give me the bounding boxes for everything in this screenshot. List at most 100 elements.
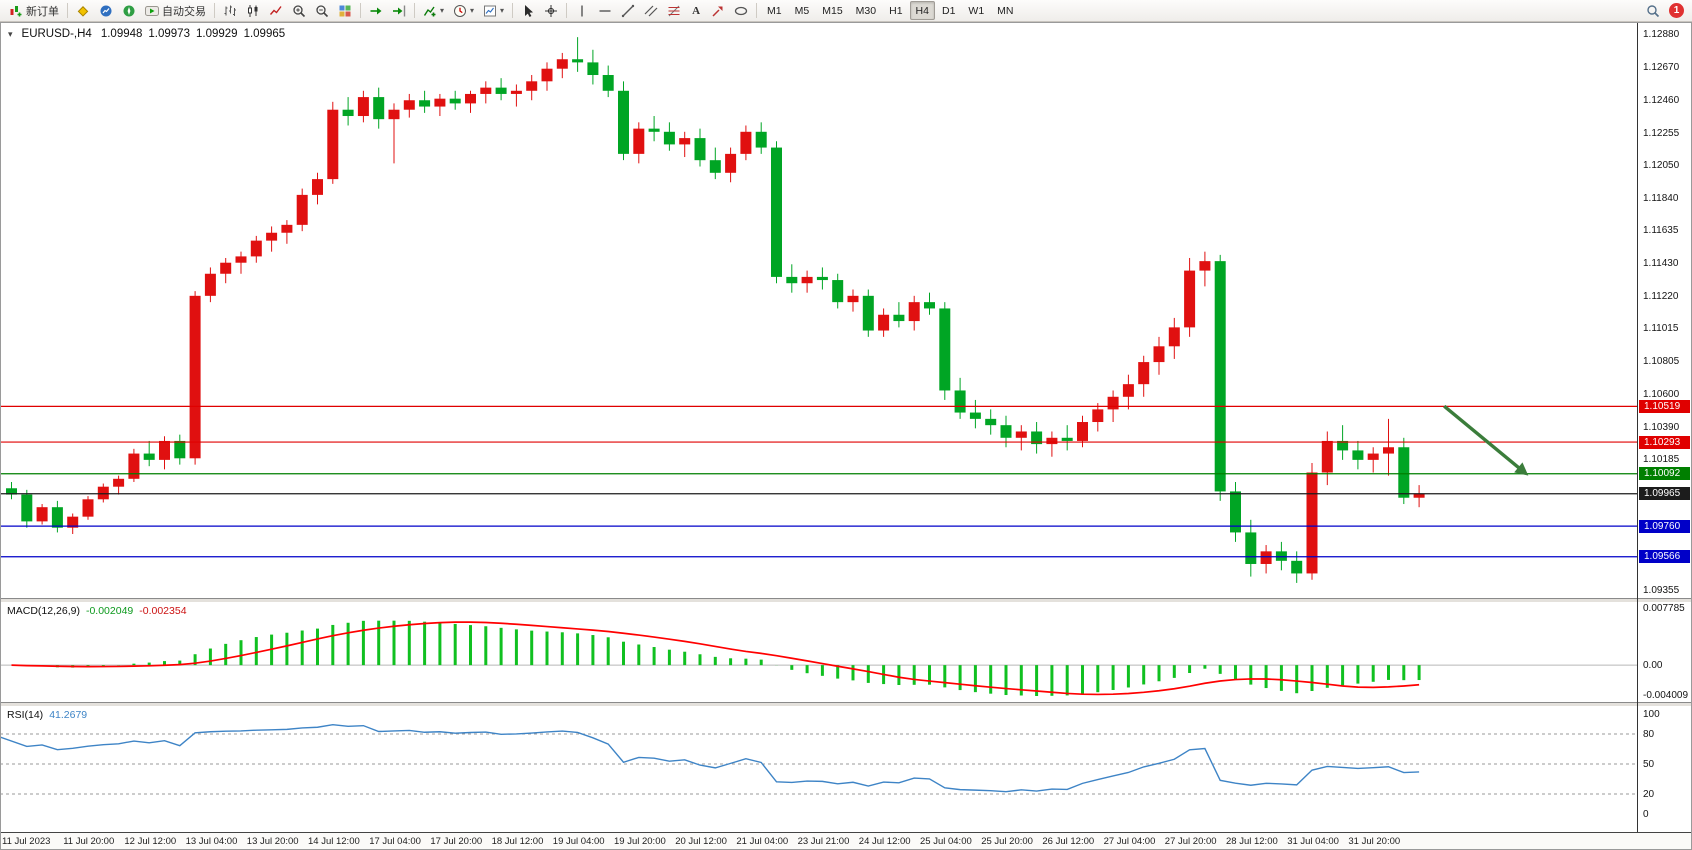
tile-windows-button[interactable] <box>334 1 356 20</box>
zoom-out-icon <box>316 4 329 17</box>
timeframe-w1-button[interactable]: W1 <box>962 1 990 20</box>
timeframe-m30-button[interactable]: M30 <box>850 1 882 20</box>
text-tool-button[interactable]: A <box>686 1 706 20</box>
macd-signal-value: -0.002354 <box>139 605 187 617</box>
macd-tick: -0.004009 <box>1643 689 1689 701</box>
add-indicator-icon <box>423 6 436 16</box>
dropdown-caret-icon: ▾ <box>470 5 475 15</box>
time-axis-label: 25 Jul 20:00 <box>981 836 1033 847</box>
tile-windows-icon <box>339 5 351 16</box>
rsi-name: RSI(14) <box>7 709 44 721</box>
bar-chart-button[interactable] <box>219 1 241 20</box>
shapes-tool-button[interactable] <box>730 1 752 20</box>
dropdown-caret-icon: ▾ <box>500 5 505 15</box>
price-tick: 1.12050 <box>1643 159 1680 171</box>
new-order-button[interactable]: 新订单 <box>5 1 63 20</box>
top-toolbar: 新订单 自动交易 <box>0 0 1692 22</box>
equidistant-channel-icon <box>644 5 658 16</box>
timeframe-m5-button[interactable]: M5 <box>789 1 816 20</box>
timeframe-mn-button[interactable]: MN <box>991 1 1019 20</box>
market-watch-button[interactable] <box>95 1 117 20</box>
toolbar-separator <box>414 3 415 18</box>
new-order-label: 新订单 <box>26 5 59 18</box>
fibonacci-button[interactable] <box>663 1 685 20</box>
cursor-button[interactable] <box>517 1 539 20</box>
price-tick: 1.12880 <box>1643 29 1680 40</box>
time-axis-label: 21 Jul 04:00 <box>736 836 789 847</box>
zoom-in-button[interactable] <box>288 1 310 20</box>
timeframe-h4-button[interactable]: H4 <box>909 1 935 20</box>
search-button[interactable] <box>1642 1 1664 20</box>
time-axis-label: 18 Jul 12:00 <box>491 836 544 847</box>
chart-shift-button[interactable] <box>388 1 410 20</box>
line-chart-button[interactable] <box>265 1 287 20</box>
trendline-button[interactable] <box>617 1 639 20</box>
rsi-tick: 80 <box>1643 729 1655 740</box>
time-axis-label: 20 Jul 12:00 <box>675 836 727 847</box>
metaeditor-icon <box>77 5 89 17</box>
time-axis-label: 17 Jul 20:00 <box>430 836 483 847</box>
timeframe-d1-button[interactable]: D1 <box>936 1 961 20</box>
zoom-out-button[interactable] <box>311 1 333 20</box>
close-value: 1.09965 <box>243 28 286 40</box>
candlestick-chart-button[interactable] <box>242 1 264 20</box>
templates-button[interactable]: ▾ <box>479 1 508 20</box>
rsi-value: 41.2679 <box>49 709 88 721</box>
search-icon <box>1647 4 1660 17</box>
price-tick: 1.12460 <box>1643 95 1680 107</box>
dropdown-caret-icon: ▾ <box>440 5 445 15</box>
toolbar-separator <box>360 3 361 18</box>
price-tick: 1.10805 <box>1643 356 1680 368</box>
channel-button[interactable] <box>640 1 662 20</box>
autotrading-button[interactable]: 自动交易 <box>141 1 210 20</box>
template-icon <box>484 5 497 16</box>
toolbar-separator <box>67 3 68 18</box>
vertical-line-button[interactable] <box>571 1 593 20</box>
rsi-label: RSI(14) 41.2679 <box>7 709 87 721</box>
time-axis-label: 27 Jul 04:00 <box>1103 836 1156 847</box>
time-axis-label: 24 Jul 12:00 <box>858 836 911 847</box>
price-tick: 1.10185 <box>1643 454 1680 466</box>
auto-scroll-button[interactable] <box>365 1 387 20</box>
time-axis-label: 11 Jul 2023 <box>2 836 51 847</box>
bar-chart-icon <box>224 5 236 16</box>
cursor-icon <box>525 4 534 17</box>
metaeditor-button[interactable] <box>72 1 94 20</box>
time-axis-label: 14 Jul 12:00 <box>308 836 360 847</box>
fibonacci-icon <box>668 5 680 16</box>
price-level-badge: 1.10519 <box>1639 399 1690 413</box>
macd-tick: 0.00 <box>1643 660 1663 672</box>
market-watch-icon <box>100 5 112 16</box>
timeframe-h1-button[interactable]: H1 <box>883 1 908 20</box>
trendline-icon <box>621 4 635 17</box>
periods-button[interactable]: ▾ <box>449 1 478 20</box>
timeframe-m15-button[interactable]: M15 <box>816 1 848 20</box>
timeframe-m1-button[interactable]: M1 <box>761 1 788 20</box>
toolbar-separator <box>214 3 215 18</box>
horizontal-line-button[interactable] <box>594 1 616 20</box>
navigator-button[interactable] <box>118 1 140 20</box>
chart-canvas[interactable] <box>0 22 1692 850</box>
price-tick: 1.11430 <box>1643 257 1679 269</box>
price-tick: 1.09355 <box>1643 585 1680 596</box>
toolbar-separator <box>566 3 568 18</box>
rsi-tick: 20 <box>1643 789 1655 800</box>
autotrading-play-icon <box>145 5 159 16</box>
open-value: 1.09948 <box>100 28 143 40</box>
price-level-badge: 1.09760 <box>1639 519 1690 533</box>
time-axis-label: 23 Jul 21:00 <box>797 836 850 847</box>
macd-tick: 0.007785 <box>1643 603 1685 614</box>
chart-title: ▾ EURUSD-,H4 1.09948 1.09973 1.09929 1.0… <box>8 28 285 40</box>
crosshair-button[interactable] <box>540 1 562 20</box>
one-click-trading-toggle-icon[interactable]: ▾ <box>8 28 13 39</box>
zoom-in-icon <box>293 4 306 17</box>
price-tick: 1.12670 <box>1643 62 1680 74</box>
timeframe-button-group: M1 M5 M15 M30 H1 H4 D1 W1 MN <box>761 1 1019 20</box>
indicators-button[interactable]: ▾ <box>419 1 448 20</box>
arrows-tool-button[interactable] <box>707 1 729 20</box>
rsi-tick: 0 <box>1643 809 1649 820</box>
low-value: 1.09929 <box>195 28 238 40</box>
text-tool-icon: A <box>692 4 701 17</box>
notification-badge[interactable]: 1 <box>1669 3 1684 18</box>
new-order-icon <box>10 5 22 16</box>
